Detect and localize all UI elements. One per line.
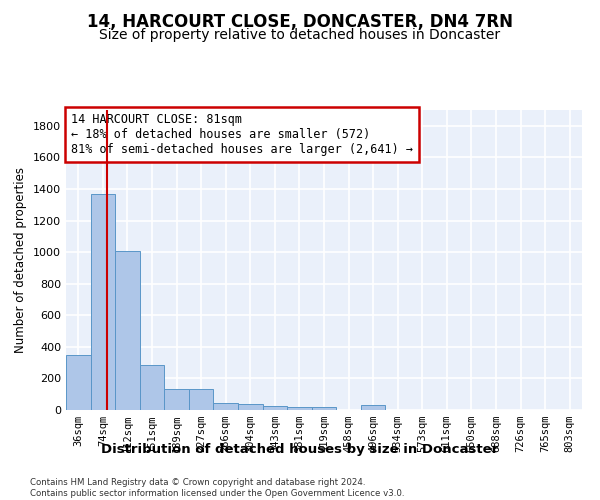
Bar: [140, 365, 164, 410]
Bar: [287, 407, 312, 410]
Bar: [164, 390, 189, 410]
Bar: [115, 250, 140, 410]
Text: Distribution of detached houses by size in Doncaster: Distribution of detached houses by size …: [101, 442, 499, 456]
Y-axis label: Number of detached properties: Number of detached properties: [14, 167, 28, 353]
Text: 14 HARCOURT CLOSE: 81sqm
← 18% of detached houses are smaller (572)
81% of semi-: 14 HARCOURT CLOSE: 81sqm ← 18% of detach…: [71, 113, 413, 156]
Text: Contains HM Land Registry data © Crown copyright and database right 2024.
Contai: Contains HM Land Registry data © Crown c…: [30, 478, 404, 498]
Bar: [263, 406, 287, 410]
Bar: [312, 407, 336, 410]
Bar: [214, 404, 238, 410]
Bar: [238, 404, 263, 410]
Bar: [189, 390, 214, 410]
Bar: [361, 406, 385, 410]
Bar: [91, 194, 115, 410]
Text: 14, HARCOURT CLOSE, DONCASTER, DN4 7RN: 14, HARCOURT CLOSE, DONCASTER, DN4 7RN: [87, 12, 513, 30]
Text: Size of property relative to detached houses in Doncaster: Size of property relative to detached ho…: [100, 28, 500, 42]
Bar: [66, 354, 91, 410]
